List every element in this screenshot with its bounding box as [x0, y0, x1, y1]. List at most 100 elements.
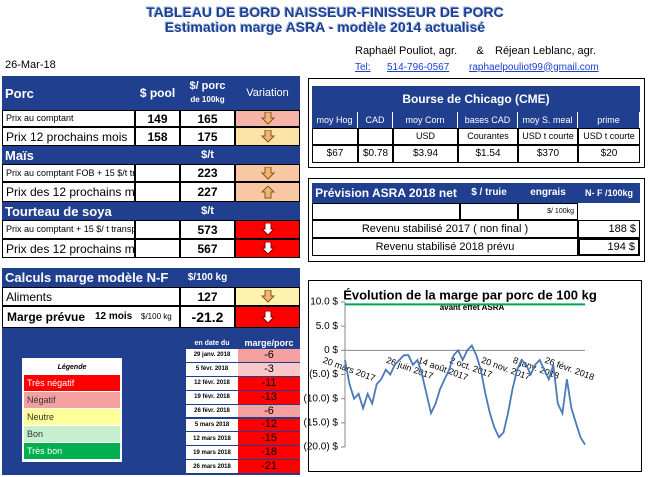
- cell: CAD: [358, 112, 393, 128]
- variation-cell: [235, 287, 300, 306]
- cell: $370: [518, 145, 578, 163]
- cell: $/ 100kg: [518, 203, 578, 220]
- cell: en date du: [186, 337, 238, 349]
- cell: $0.78: [358, 145, 393, 163]
- trend-arrow: [260, 242, 275, 255]
- cell: Prix au comptant: [2, 110, 135, 127]
- cell: [358, 128, 393, 145]
- cell: Tourteau de soya: [2, 202, 180, 220]
- cell: moy S. meal: [518, 112, 578, 128]
- cell: Prix 12 prochains mois: [2, 127, 135, 146]
- cell: $ / truie: [460, 183, 518, 203]
- cell: -3: [238, 362, 300, 377]
- legend-item: Très bon: [24, 443, 120, 459]
- cell: [135, 182, 180, 202]
- arrow-shape: [260, 310, 275, 324]
- legend-item: Bon: [24, 426, 120, 442]
- cell: [235, 146, 300, 164]
- cell: -15: [238, 432, 300, 447]
- cell: -6: [238, 349, 300, 363]
- cell: moy Corn: [393, 112, 458, 128]
- trend-arrow: [260, 166, 275, 180]
- cell: USD t courte: [518, 128, 578, 145]
- cell: 5 mars 2018: [186, 418, 238, 433]
- cell: [135, 220, 180, 239]
- cell: Porc: [2, 76, 135, 110]
- arrow-shape: [260, 290, 275, 303]
- arrow-shape: [260, 223, 275, 236]
- cell: 573: [180, 220, 235, 239]
- annotation: avant effet ASRA: [440, 303, 505, 312]
- cell: Estimation marge ASRA - modèle 2014 actu…: [164, 19, 486, 35]
- cell: 165: [180, 110, 235, 127]
- cell: 26 févr. 2018: [186, 404, 238, 419]
- variation-cell: [235, 306, 300, 328]
- cell: 26 mars 2018: [186, 460, 238, 475]
- cell: Prix des 12 prochains mois: [2, 239, 135, 258]
- cell: 158: [135, 127, 180, 146]
- y-tick-label: (10.0) $: [304, 393, 339, 404]
- y-tick-label: (20.0) $: [304, 442, 339, 453]
- cell: $ pool: [135, 76, 180, 110]
- cell: $20: [578, 145, 640, 163]
- cell: 19 mars 2018: [186, 446, 238, 461]
- arrow-shape: [260, 166, 275, 180]
- cell: Prix des 12 prochains mois: [2, 182, 135, 202]
- cell: 29 janv. 2018: [186, 349, 238, 363]
- cell: USD t courte: [578, 128, 640, 145]
- cell: $/t: [180, 146, 235, 164]
- cell: 19 févr. 2018: [186, 390, 238, 405]
- cell: -6: [238, 404, 300, 419]
- cell: marge/porc: [238, 337, 300, 349]
- trend-arrow: [260, 223, 275, 236]
- cell: Courantes: [458, 128, 518, 145]
- variation-cell: [235, 127, 300, 146]
- cell: Variation: [235, 76, 300, 110]
- variation-cell: [235, 239, 300, 258]
- cell: 194 $: [578, 238, 640, 256]
- cell: $/100 kg: [180, 268, 235, 287]
- line-series: [344, 343, 586, 446]
- chart-title: Évolution de la marge par porc de 100 kg: [343, 287, 597, 302]
- cell: [460, 203, 518, 220]
- cell: [312, 128, 358, 145]
- cell: raphaelpouliot99@gmail.com: [469, 61, 599, 73]
- cell: &: [476, 44, 484, 57]
- trend-arrow: [260, 185, 275, 198]
- cell: 12 févr. 2018: [186, 376, 238, 391]
- cell: 227: [180, 182, 235, 202]
- cell: Revenu stabilisé 2018 prévu: [312, 238, 578, 256]
- cell: Maïs: [2, 146, 180, 164]
- cell: Prix au comptant + 15 $/ t transport: [2, 220, 135, 239]
- arrow-shape: [260, 130, 275, 143]
- cell: Revenu stabilisé 2017 ( non final ): [312, 220, 578, 238]
- legend-item: Neutre: [24, 409, 120, 425]
- y-tick-label: 5.0 $: [316, 321, 339, 332]
- cell: 12 mois: [95, 311, 133, 322]
- cell: 175: [180, 127, 235, 146]
- cell: 26-Mar-18: [5, 58, 56, 71]
- arrow-shape: [260, 185, 275, 198]
- cell: Légende: [57, 363, 87, 371]
- trend-arrow: [260, 130, 275, 143]
- arrow-shape: [260, 242, 275, 255]
- cell: 12 mars 2018: [186, 432, 238, 447]
- variation-cell: [235, 164, 300, 182]
- cell: Bourse de Chicago (CME): [312, 86, 640, 112]
- cell: $67: [312, 145, 358, 163]
- cell: [312, 203, 460, 220]
- y-tick-label: 0 $: [324, 345, 338, 356]
- y-tick-label: (5.0) $: [309, 369, 338, 380]
- cell: -13: [238, 390, 300, 405]
- cell: -21: [238, 460, 300, 475]
- trend-arrow: [260, 310, 275, 324]
- trend-arrow: [260, 290, 275, 303]
- y-tick-label: (15.0) $: [304, 417, 339, 428]
- cell: [135, 164, 180, 182]
- trend-arrow: [260, 112, 275, 125]
- cell: $/ porc: [180, 78, 235, 94]
- cell: [235, 202, 300, 220]
- cell: USD: [393, 128, 458, 145]
- cell: de 100kg: [180, 93, 235, 107]
